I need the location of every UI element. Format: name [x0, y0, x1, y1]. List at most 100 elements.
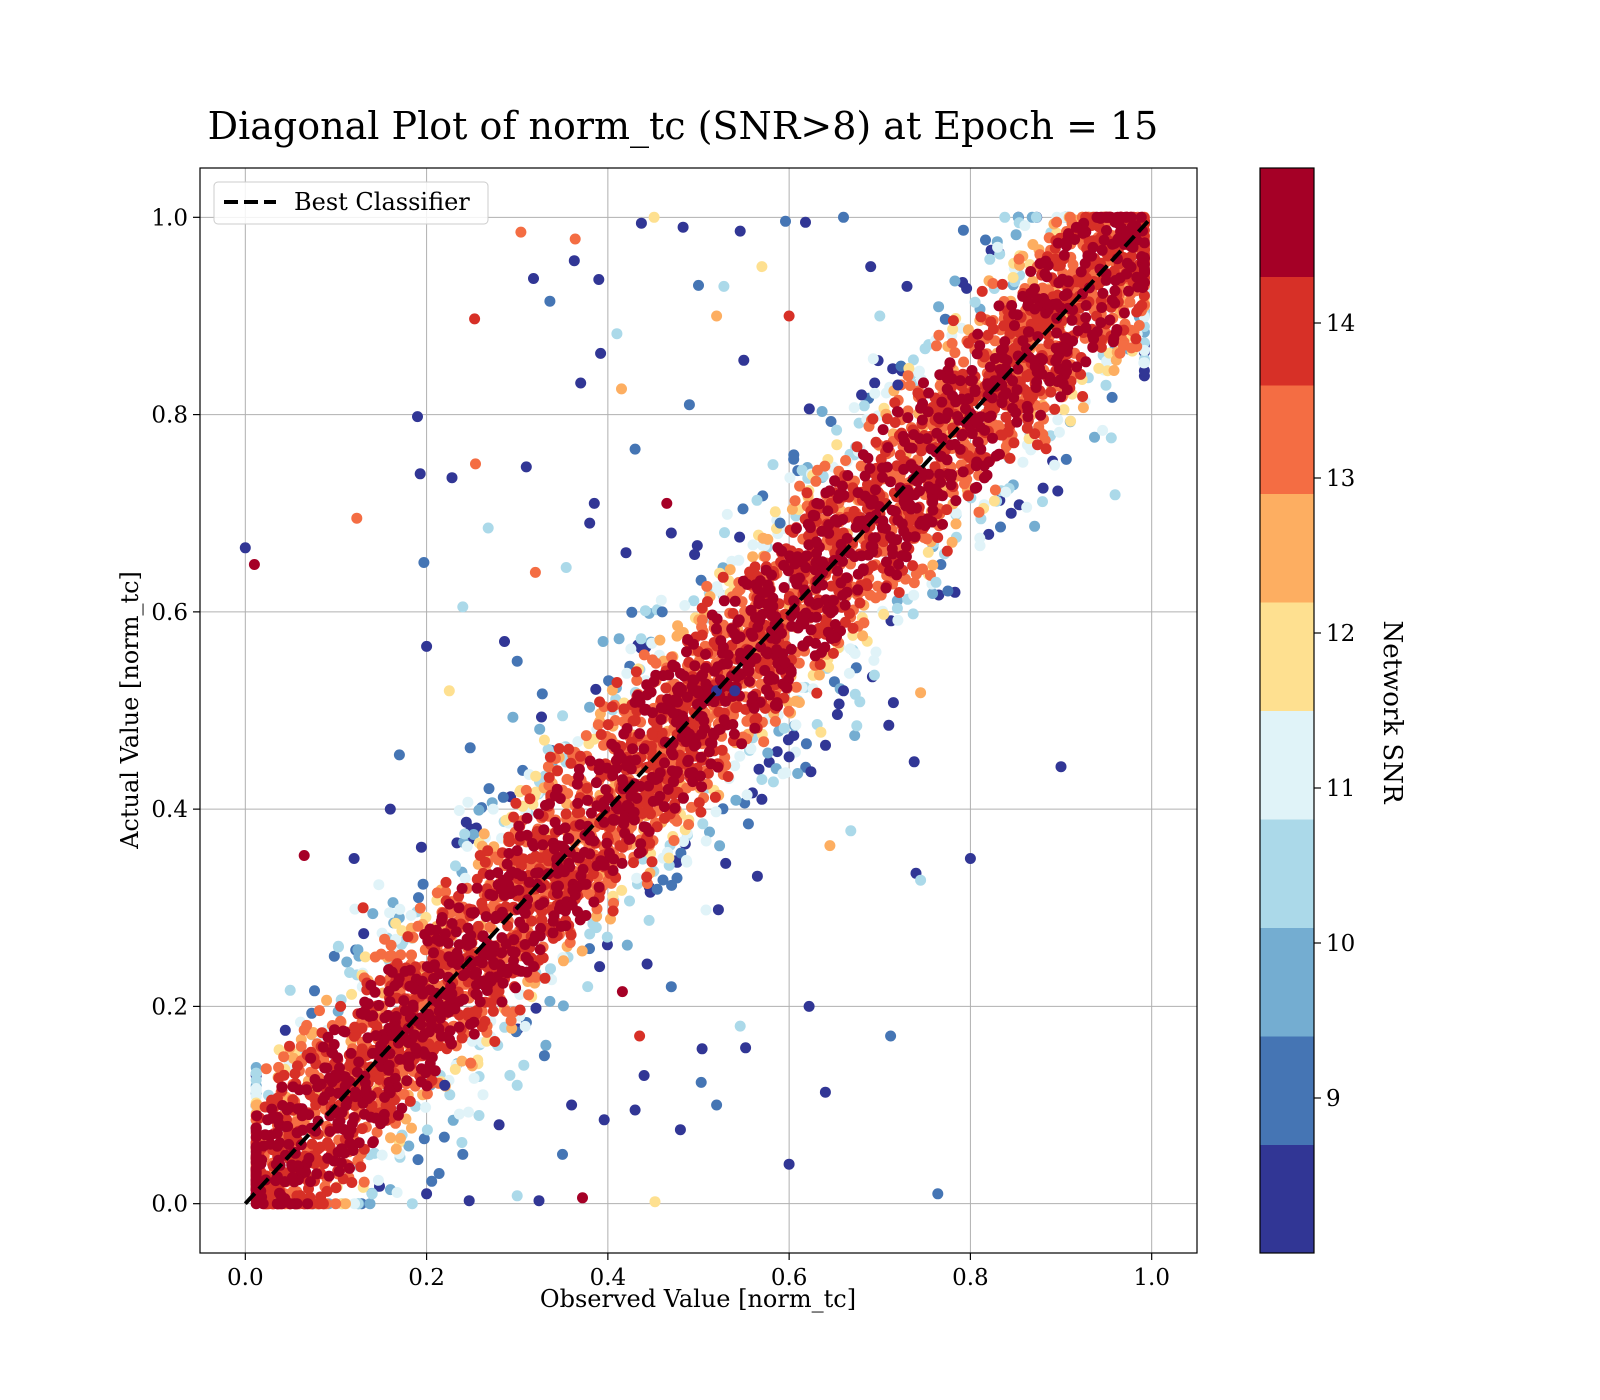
scatter-point	[321, 994, 333, 1006]
scatter-point	[630, 754, 642, 766]
scatter-point	[624, 895, 635, 907]
scatter-point	[453, 939, 465, 951]
scatter-point	[580, 730, 592, 742]
scatter-point	[358, 1176, 370, 1188]
scatter-point	[893, 558, 905, 570]
scatter-point	[593, 881, 605, 893]
scatter-point	[947, 323, 959, 335]
scatter-point	[657, 874, 669, 886]
scatter-point	[869, 387, 881, 399]
scatter-point	[754, 575, 766, 587]
scatter-point	[390, 917, 402, 929]
scatter-point	[870, 646, 882, 658]
scatter-point	[803, 530, 814, 542]
scatter-point	[884, 476, 896, 488]
scatter-point	[941, 504, 953, 516]
scatter-point	[384, 996, 396, 1008]
scatter-point	[421, 1080, 433, 1092]
scatter-point	[976, 285, 988, 297]
scatter-point	[681, 691, 693, 703]
scatter-point	[822, 505, 834, 517]
scatter-point	[784, 472, 796, 484]
scatter-point	[592, 719, 604, 731]
scatter-point	[658, 801, 670, 813]
scatter-point	[651, 883, 663, 895]
scatter-point	[992, 420, 1004, 432]
scatter-point	[869, 377, 881, 389]
scatter-point	[868, 669, 880, 681]
scatter-point	[434, 1012, 446, 1024]
scatter-point	[1138, 357, 1150, 369]
scatter-point	[553, 743, 565, 755]
scatter-point	[544, 798, 555, 810]
scatter-point	[872, 580, 884, 592]
scatter-point	[395, 949, 407, 961]
scatter-point	[689, 660, 701, 672]
scatter-point	[292, 1060, 303, 1072]
scatter-point	[647, 707, 658, 719]
scatter-point	[908, 589, 920, 601]
scatter-point	[778, 722, 790, 734]
scatter-point	[1077, 402, 1089, 414]
scatter-point	[358, 928, 370, 940]
scatter-point	[510, 797, 522, 809]
scatter-point	[813, 669, 825, 681]
scatter-point	[1138, 237, 1150, 249]
scatter-point	[523, 876, 535, 888]
scatter-point	[487, 803, 499, 815]
scatter-point	[1096, 302, 1108, 313]
scatter-point	[898, 463, 910, 475]
scatter-point	[1104, 314, 1116, 326]
scatter-point	[669, 694, 681, 706]
scatter-point	[1123, 285, 1134, 297]
scatter-point	[445, 907, 457, 919]
scatter-point	[706, 737, 718, 749]
scatter-point	[700, 904, 712, 916]
scatter-point	[579, 846, 590, 858]
scatter-point	[904, 380, 916, 391]
scatter-point	[284, 984, 296, 996]
scatter-point	[607, 905, 619, 917]
scatter-point	[451, 947, 463, 959]
scatter-point	[384, 907, 396, 919]
scatter-point	[403, 1140, 415, 1152]
scatter-point	[942, 585, 954, 597]
scatter-point	[373, 879, 385, 891]
scatter-point	[528, 961, 540, 972]
scatter-point	[780, 767, 792, 779]
scatter-point	[655, 702, 667, 714]
scatter-point	[980, 234, 991, 246]
scatter-point	[868, 654, 880, 666]
scatter-point	[617, 777, 629, 789]
scatter-point	[353, 1056, 365, 1068]
scatter-point	[747, 539, 759, 551]
scatter-point	[695, 806, 707, 818]
scatter-point	[792, 768, 804, 779]
scatter-point	[712, 585, 724, 596]
scatter-point	[829, 514, 841, 526]
scatter-point	[1017, 456, 1029, 468]
scatter-point	[689, 549, 701, 560]
scatter-point	[1075, 266, 1087, 278]
scatter-point	[876, 471, 888, 483]
scatter-point	[444, 1089, 456, 1101]
scatter-point	[611, 677, 623, 688]
scatter-point	[858, 400, 870, 412]
scatter-point	[1138, 290, 1150, 302]
scatter-point	[680, 854, 692, 866]
scatter-point	[443, 898, 455, 910]
scatter-point	[440, 886, 452, 898]
scatter-point	[966, 365, 978, 376]
scatter-point	[413, 892, 424, 904]
scatter-point	[1013, 253, 1025, 265]
scatter-point	[835, 539, 847, 550]
scatter-point	[683, 819, 695, 830]
scatter-point	[557, 1000, 569, 1012]
scatter-point	[949, 275, 961, 287]
scatter-point	[315, 1191, 327, 1203]
scatter-point	[944, 357, 956, 369]
scatter-point	[533, 808, 545, 820]
scatter-point	[729, 760, 741, 772]
scatter-point	[1124, 296, 1136, 308]
scatter-point	[912, 366, 924, 378]
